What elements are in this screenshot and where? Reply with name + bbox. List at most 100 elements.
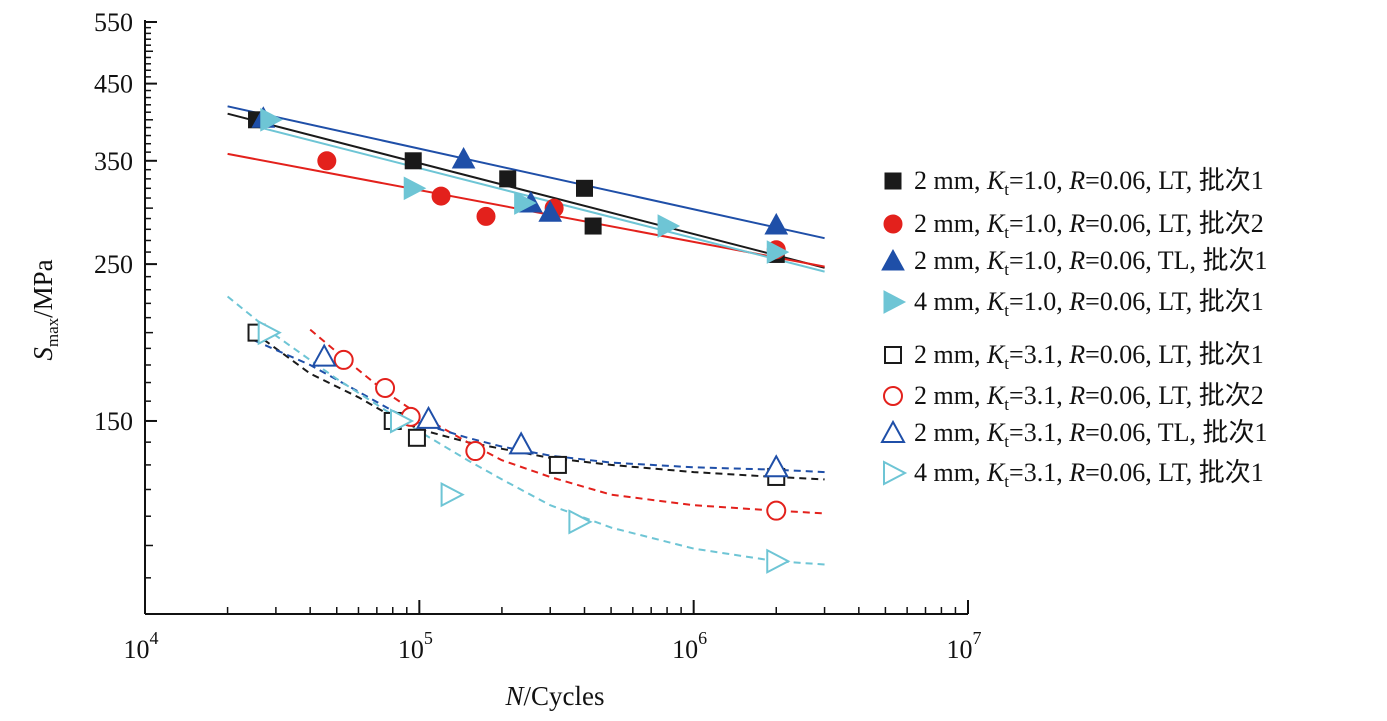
data-point-circle-filled xyxy=(317,151,337,171)
data-point-triangle-right-filled xyxy=(260,107,283,132)
legend-r-dir-batch: =0.06, LT, 批次1 xyxy=(1085,340,1264,369)
legend-r-symbol: R xyxy=(1068,381,1085,410)
legend-label: 4 mm, Kt=3.1, R=0.06, LT, 批次1 xyxy=(914,458,1264,491)
legend-kt-value: =3.1, xyxy=(1009,418,1069,447)
x-axis-title-unit: /Cycles xyxy=(524,681,605,711)
data-point-circle-filled xyxy=(431,186,451,206)
legend-thickness: 2 mm, xyxy=(914,209,987,238)
y-tick-label: 350 xyxy=(94,147,133,176)
legend-marker xyxy=(881,248,905,271)
data-markers xyxy=(247,106,791,574)
x-tick-label-exponent: 4 xyxy=(150,628,159,648)
legend-r-symbol: R xyxy=(1068,166,1085,195)
legend-label: 2 mm, Kt=3.1, R=0.06, LT, 批次2 xyxy=(914,381,1264,414)
legend-kt-value: =1.0, xyxy=(1009,209,1069,238)
legend-kt-subscript: t xyxy=(1004,223,1009,242)
legend-marker xyxy=(884,172,902,190)
legend-thickness: 4 mm, xyxy=(914,287,987,316)
data-point-triangle-right-filled xyxy=(403,176,427,201)
data-point-circle-filled xyxy=(476,206,496,226)
data-point-square-filled xyxy=(404,152,422,170)
data-point-circle-open xyxy=(766,500,787,521)
data-point-triangle-right-open xyxy=(440,482,465,508)
x-axis-title: N/Cycles xyxy=(504,681,604,711)
legend-label: 2 mm, Kt=1.0, R=0.06, LT, 批次2 xyxy=(914,209,1264,242)
data-point-square-open xyxy=(407,428,426,447)
legend-thickness: 2 mm, xyxy=(914,418,987,447)
legend-label: 2 mm, Kt=3.1, R=0.06, TL, 批次1 xyxy=(914,418,1268,451)
data-point-triangle-up-open xyxy=(763,454,789,478)
legend-r-symbol: R xyxy=(1068,418,1085,447)
data-point-circle-open xyxy=(333,349,354,370)
y-axis-title-subscript: max xyxy=(43,317,62,347)
legend-kt-symbol: K xyxy=(986,340,1006,369)
data-point-triangle-up-open xyxy=(508,431,534,455)
legend-thickness: 2 mm, xyxy=(914,246,987,275)
legend-r-dir-batch: =0.06, TL, 批次1 xyxy=(1085,418,1267,447)
x-tick-label-base: 10 xyxy=(672,635,698,664)
x-tick-label: 107 xyxy=(947,628,982,664)
y-tick-label: 250 xyxy=(94,250,133,279)
y-axis-ticks: 150 250 350 450 550 xyxy=(94,8,157,436)
data-point-triangle-up-filled xyxy=(538,200,563,222)
legend-marker xyxy=(883,386,903,406)
x-tick-label-base: 10 xyxy=(398,635,424,664)
data-point-square-open xyxy=(548,455,567,474)
legend-marker xyxy=(883,460,908,486)
x-tick-label: 105 xyxy=(398,628,433,664)
data-point-triangle-right-open xyxy=(568,509,593,535)
legend-kt-value: =1.0, xyxy=(1009,166,1069,195)
legend-r-symbol: R xyxy=(1068,209,1085,238)
x-axis-title-symbol: N xyxy=(504,681,525,711)
legend-kt-symbol: K xyxy=(986,418,1006,447)
legend-r-dir-batch: =0.06, LT, 批次2 xyxy=(1085,381,1264,410)
dashed-fit-line xyxy=(226,295,825,566)
data-point-triangle-right-filled xyxy=(766,240,790,264)
dashed-fit-line xyxy=(253,331,825,481)
legend-r-symbol: R xyxy=(1068,246,1085,275)
solid-fit-line xyxy=(227,105,825,240)
legend-kt-symbol: K xyxy=(986,209,1006,238)
legend-kt-symbol: K xyxy=(986,246,1006,275)
x-tick-label-exponent: 5 xyxy=(424,628,433,648)
x-tick-label: 106 xyxy=(672,628,707,664)
legend-kt-value: =1.0, xyxy=(1009,287,1069,316)
legend-kt-symbol: K xyxy=(986,381,1006,410)
data-point-triangle-up-open xyxy=(415,405,442,429)
legend-marker xyxy=(883,290,907,314)
legend-r-symbol: R xyxy=(1068,340,1085,369)
legend-kt-value: =1.0, xyxy=(1009,246,1069,275)
legend-label: 2 mm, Kt=3.1, R=0.06, LT, 批次1 xyxy=(914,340,1264,373)
solid-fit-line xyxy=(253,125,825,273)
legend-marker xyxy=(884,346,902,364)
legend-kt-subscript: t xyxy=(1004,301,1009,320)
data-point-circle-open xyxy=(465,441,486,462)
legend-kt-value: =3.1, xyxy=(1009,381,1069,410)
legend-r-symbol: R xyxy=(1068,287,1085,316)
legend-kt-symbol: K xyxy=(986,458,1006,487)
data-point-triangle-right-open xyxy=(766,548,791,574)
y-axis-title-unit: /MPa xyxy=(28,259,58,318)
data-point-triangle-up-filled xyxy=(764,212,789,235)
legend-thickness: 2 mm, xyxy=(914,166,987,195)
legend-kt-value: =3.1, xyxy=(1009,340,1069,369)
dashed-fit-line xyxy=(309,328,825,515)
x-tick-label-base: 10 xyxy=(124,635,150,664)
legend-thickness: 2 mm, xyxy=(914,340,987,369)
legend-r-dir-batch: =0.06, LT, 批次1 xyxy=(1085,458,1264,487)
legend-kt-symbol: K xyxy=(986,287,1006,316)
y-axis-title: Smax/MPa xyxy=(28,259,62,360)
data-point-triangle-right-open xyxy=(389,408,415,434)
legend-kt-subscript: t xyxy=(1004,472,1009,491)
legend-r-dir-batch: =0.06, LT, 批次1 xyxy=(1085,287,1264,316)
data-point-triangle-up-open xyxy=(311,343,337,367)
data-point-triangle-up-filled xyxy=(451,147,476,169)
y-axis-title-symbol: S xyxy=(28,347,58,361)
solid-fit-line xyxy=(227,112,825,269)
data-point-triangle-right-filled xyxy=(657,214,681,238)
legend-kt-subscript: t xyxy=(1004,354,1009,373)
data-point-triangle-right-open xyxy=(257,319,282,346)
legend-r-dir-batch: =0.06, TL, 批次1 xyxy=(1085,246,1267,275)
legend-thickness: 2 mm, xyxy=(914,381,987,410)
